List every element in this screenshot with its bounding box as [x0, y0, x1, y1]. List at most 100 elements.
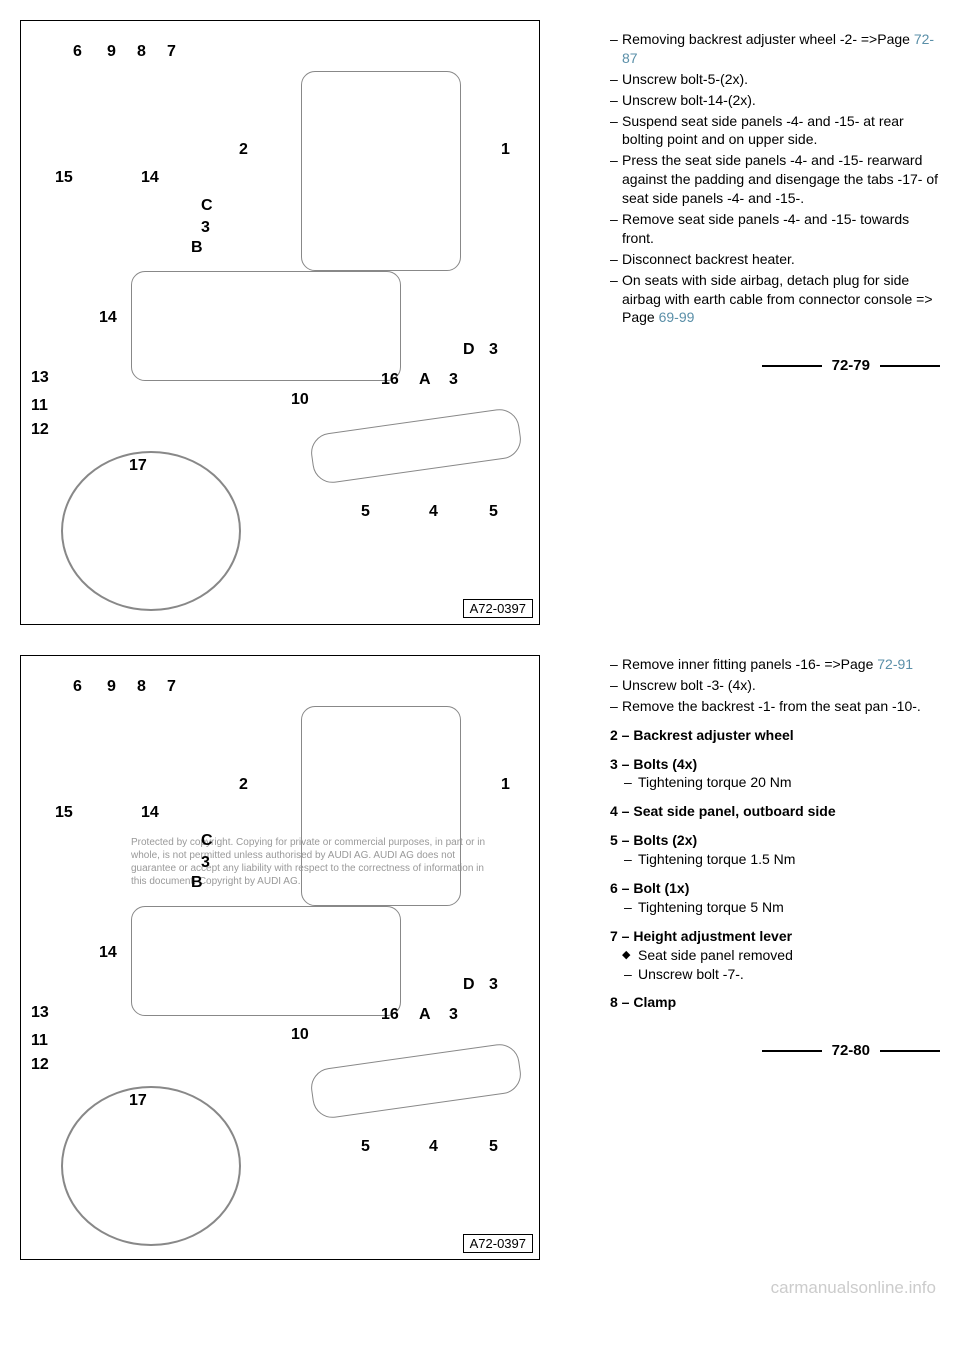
diagram-ref-2: A72-0397	[463, 1234, 533, 1253]
callout-label: 14	[141, 804, 159, 822]
callout-label: 15	[55, 169, 73, 187]
part-number: 7 –	[610, 928, 633, 944]
page-number-row-1: 72-79	[610, 357, 940, 374]
page-num-line-left	[762, 365, 822, 367]
part-number: 8 –	[610, 994, 633, 1010]
instruction-item: Remove the backrest -1- from the seat pa…	[610, 697, 940, 716]
callout-label: A	[419, 1006, 431, 1024]
part-sub: Tightening torque 1.5 Nm	[610, 850, 940, 869]
part-heading: 7 – Height adjustment lever	[610, 927, 940, 946]
part-number: 3 –	[610, 756, 633, 772]
left-column: A72-0397 6987211514C3B14D31316A311101217…	[20, 20, 580, 625]
callout-label: 13	[31, 369, 49, 387]
callout-label: 6	[73, 43, 82, 61]
intro-list-2: Remove inner fitting panels -16- =>Page …	[610, 655, 940, 716]
page-num-line-right-2	[880, 1050, 940, 1052]
part-sub: Tightening torque 20 Nm	[610, 773, 940, 792]
callout-label: 17	[129, 1092, 147, 1110]
instruction-item: On seats with side airbag, detach plug f…	[610, 271, 940, 328]
callout-label: B	[191, 874, 203, 892]
detail-circle-shape-2	[61, 1086, 241, 1246]
callout-label: 3	[201, 854, 210, 872]
page-section-1: A72-0397 6987211514C3B14D31316A311101217…	[0, 0, 960, 635]
callout-label: 15	[55, 804, 73, 822]
exploded-diagram-1: A72-0397 6987211514C3B14D31316A311101217…	[20, 20, 540, 625]
exploded-diagram-2: Protected by copyright. Copying for priv…	[20, 655, 540, 1260]
callout-label: 11	[31, 1032, 48, 1050]
instruction-item: Unscrew bolt -3- (4x).	[610, 676, 940, 695]
part-item: 4 – Seat side panel, outboard side	[610, 802, 940, 821]
callout-label: 11	[31, 397, 48, 415]
callout-label: 3	[449, 371, 458, 389]
part-number: 4 –	[610, 803, 633, 819]
callout-label: D	[463, 976, 475, 994]
page-ref-link[interactable]: 72-87	[622, 31, 934, 66]
callout-label: 2	[239, 776, 248, 794]
callout-label: 4	[429, 1138, 438, 1156]
part-title: Bolts (2x)	[633, 832, 697, 848]
part-title: Bolt (1x)	[633, 880, 689, 896]
seat-backrest-shape-2	[301, 706, 461, 906]
callout-label: 7	[167, 678, 176, 696]
callout-label: 14	[141, 169, 159, 187]
instruction-item: Suspend seat side panels -4- and -15- at…	[610, 112, 940, 150]
part-item: 5 – Bolts (2x)Tightening torque 1.5 Nm	[610, 831, 940, 869]
callout-label: C	[201, 197, 213, 215]
callout-label: B	[191, 239, 203, 257]
part-item: 6 – Bolt (1x)Tightening torque 5 Nm	[610, 879, 940, 917]
part-sub: Tightening torque 5 Nm	[610, 898, 940, 917]
part-title: Bolts (4x)	[633, 756, 697, 772]
callout-label: 13	[31, 1004, 49, 1022]
page-num-line-right	[880, 365, 940, 367]
page-number-row-2: 72-80	[610, 1042, 940, 1059]
callout-label: 6	[73, 678, 82, 696]
callout-label: 10	[291, 391, 309, 409]
callout-label: 8	[137, 678, 146, 696]
callout-label: 3	[449, 1006, 458, 1024]
callout-label: 5	[489, 503, 498, 521]
parts-list: 2 – Backrest adjuster wheel3 – Bolts (4x…	[610, 726, 940, 1013]
left-column-2: Protected by copyright. Copying for priv…	[20, 655, 580, 1260]
callout-label: 12	[31, 421, 49, 439]
part-number: 2 –	[610, 727, 633, 743]
part-number: 5 –	[610, 832, 633, 848]
callout-label: 16	[381, 1006, 399, 1024]
part-heading: 8 – Clamp	[610, 993, 940, 1012]
side-panel-shape-2	[309, 1042, 524, 1121]
instruction-item: Disconnect backrest heater.	[610, 250, 940, 269]
part-title: Backrest adjuster wheel	[633, 727, 793, 743]
callout-label: A	[419, 371, 431, 389]
part-item: 3 – Bolts (4x)Tightening torque 20 Nm	[610, 755, 940, 793]
callout-label: 5	[489, 1138, 498, 1156]
part-sub: Unscrew bolt -7-.	[610, 965, 940, 984]
detail-circle-shape	[61, 451, 241, 611]
callout-label: 5	[361, 503, 370, 521]
part-heading: 3 – Bolts (4x)	[610, 755, 940, 774]
instruction-item: Remove inner fitting panels -16- =>Page …	[610, 655, 940, 674]
callout-label: 5	[361, 1138, 370, 1156]
callout-label: 3	[489, 976, 498, 994]
instruction-item: Remove seat side panels -4- and -15- tow…	[610, 210, 940, 248]
callout-label: 9	[107, 43, 116, 61]
callout-label: 2	[239, 141, 248, 159]
part-item: 8 – Clamp	[610, 993, 940, 1012]
part-title: Seat side panel, outboard side	[633, 803, 835, 819]
page-num-line-left-2	[762, 1050, 822, 1052]
page-ref-link[interactable]: 72-91	[877, 656, 913, 672]
callout-label: 8	[137, 43, 146, 61]
seat-pan-shape	[131, 271, 401, 381]
callout-label: 16	[381, 371, 399, 389]
callout-label: 1	[501, 776, 510, 794]
callout-label: 9	[107, 678, 116, 696]
callout-label: 14	[99, 309, 117, 327]
right-column-1: Removing backrest adjuster wheel -2- =>P…	[580, 20, 940, 625]
part-item: 7 – Height adjustment leverSeat side pan…	[610, 927, 940, 984]
right-column-2: Remove inner fitting panels -16- =>Page …	[580, 655, 940, 1260]
part-sub: Seat side panel removed	[610, 946, 940, 965]
page-number-2: 72-80	[832, 1042, 870, 1059]
instruction-list-1: Removing backrest adjuster wheel -2- =>P…	[610, 30, 940, 327]
page-ref-link[interactable]: 69-99	[659, 309, 695, 325]
part-heading: 5 – Bolts (2x)	[610, 831, 940, 850]
side-panel-shape	[309, 407, 524, 486]
callout-label: D	[463, 341, 475, 359]
